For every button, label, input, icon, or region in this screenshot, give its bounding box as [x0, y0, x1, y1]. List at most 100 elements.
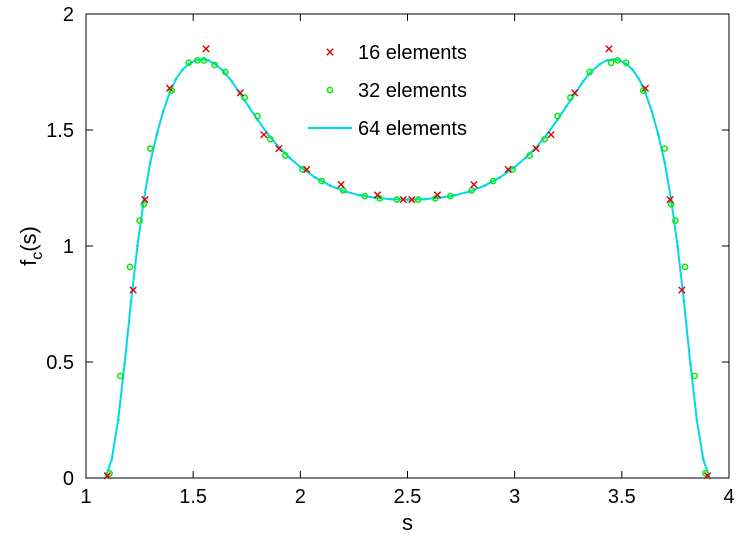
- data-point: [672, 217, 679, 224]
- data-point: [504, 165, 512, 174]
- data-point: [206, 59, 210, 62]
- data-point: [468, 186, 476, 194]
- data-point: [408, 195, 416, 204]
- data-point: [614, 57, 621, 64]
- ticks: [85, 13, 730, 479]
- data-point: [703, 471, 712, 480]
- series-64-elements: [103, 57, 712, 480]
- x-tick-label: 1: [80, 486, 91, 508]
- series-32-elements: [106, 57, 709, 477]
- y-axis-label-subscript: c: [29, 252, 46, 260]
- data-point: [489, 177, 497, 185]
- data-point: [483, 184, 487, 188]
- data-point: [185, 59, 193, 67]
- data-point: [554, 112, 561, 120]
- y-axis-label-main: f: [16, 259, 41, 266]
- y-tick-label: 1: [63, 236, 74, 258]
- plot-area: [85, 13, 730, 479]
- x-tick-label: 2.5: [394, 486, 422, 508]
- data-point: [266, 135, 274, 143]
- data-point: [358, 194, 362, 197]
- data-point: [676, 244, 679, 248]
- y-tick-label: 1.5: [46, 120, 74, 142]
- data-point: [691, 372, 699, 380]
- data-point: [663, 161, 667, 164]
- y-tick-label: 0.5: [46, 352, 74, 374]
- data-point: [532, 144, 540, 153]
- data-point: [433, 191, 442, 199]
- data-point: [129, 300, 133, 304]
- data-point: [509, 166, 516, 173]
- data-point: [155, 133, 159, 137]
- data-point: [586, 68, 594, 76]
- data-point: [637, 77, 641, 81]
- data-point: [545, 133, 549, 137]
- data-point: [432, 195, 439, 202]
- legend-entry: 64 elements: [308, 118, 467, 140]
- data-point: [695, 418, 699, 422]
- data-point: [453, 194, 457, 197]
- data-point: [388, 197, 392, 201]
- legend-marker: [326, 86, 334, 94]
- data-point: [541, 135, 549, 143]
- legend-entry: 32 elements: [326, 80, 467, 102]
- data-point: [110, 458, 114, 461]
- data-point: [498, 176, 502, 179]
- x-axis-label: s: [402, 510, 413, 535]
- data-point: [241, 94, 248, 101]
- data-point: [702, 470, 709, 477]
- data-point: [174, 77, 178, 81]
- series-16-elements: [103, 45, 712, 480]
- data-point: [141, 195, 149, 204]
- data-point: [202, 45, 210, 53]
- legend-marker: [328, 126, 332, 130]
- legend-label: 64 elements: [358, 118, 467, 140]
- data-point: [639, 87, 647, 94]
- data-point: [470, 180, 478, 189]
- data-point: [299, 166, 306, 173]
- data-point: [605, 59, 609, 62]
- data-point: [423, 197, 427, 201]
- data-point: [260, 130, 268, 139]
- series-layer: [103, 45, 712, 480]
- data-point: [526, 152, 534, 159]
- data-point: [254, 112, 261, 120]
- data-point: [681, 263, 689, 271]
- data-point: [136, 244, 139, 248]
- data-point: [303, 165, 311, 174]
- data-point: [650, 110, 654, 113]
- data-point: [641, 84, 650, 92]
- data-point: [221, 68, 229, 76]
- data-point: [361, 192, 368, 200]
- y-axis-label-tail: (s): [16, 226, 41, 252]
- data-point: [666, 195, 674, 204]
- data-point: [447, 192, 454, 200]
- data-point: [281, 152, 289, 159]
- data-point: [406, 198, 409, 202]
- data-point: [247, 105, 251, 109]
- data-point: [678, 286, 686, 294]
- data-point: [337, 180, 345, 189]
- data-point: [399, 195, 407, 204]
- data-point: [564, 105, 568, 109]
- legend: 16 elements 32 elements 64 elements: [308, 42, 467, 140]
- data-point: [313, 176, 317, 179]
- legend-label: 32 elements: [358, 80, 467, 102]
- data-point: [236, 89, 245, 97]
- data-point: [607, 59, 615, 67]
- data-point: [567, 94, 574, 101]
- y-tick-label: 0: [63, 468, 74, 490]
- data-point: [339, 186, 347, 194]
- legend-entry: 16 elements: [326, 42, 467, 64]
- data-point: [622, 59, 630, 67]
- data-point: [581, 79, 585, 83]
- data-point: [661, 145, 669, 152]
- data-point: [211, 61, 218, 69]
- data-point: [656, 133, 660, 137]
- data-point: [288, 156, 292, 160]
- data-point: [599, 62, 602, 66]
- x-tick-label: 4: [723, 486, 734, 508]
- data-point: [181, 68, 184, 72]
- data-point: [103, 471, 112, 480]
